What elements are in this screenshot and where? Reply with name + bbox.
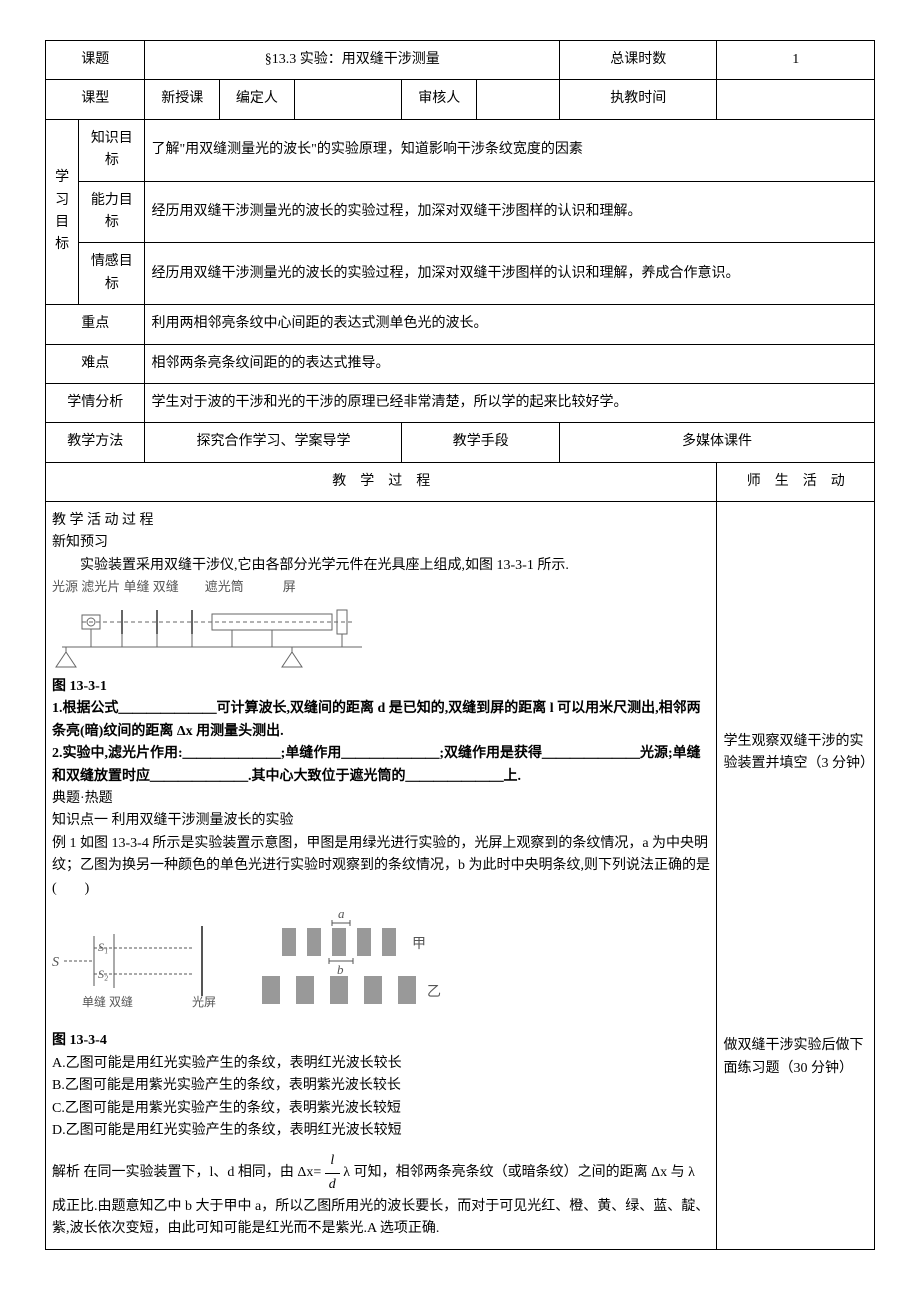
topic-value: §13.3 实验：用双缝干涉测量 — [145, 41, 559, 80]
objectives-group-label: 学习目标 — [46, 119, 79, 304]
emotion-text: 经历用双缝干涉测量光的波长的实验过程，加深对双缝干涉图样的认识和理解，养成合作意… — [145, 243, 875, 305]
fig1-label: 图 13-3-1 — [52, 676, 710, 698]
author-value — [294, 80, 402, 119]
option-a: A.乙图可能是用红光实验产生的条纹，表明红光波长较长 — [52, 1053, 710, 1075]
svg-text:S: S — [52, 955, 59, 970]
svg-text:S₁: S₁ — [98, 940, 108, 954]
method-label: 教学方法 — [46, 423, 145, 462]
time-label: 执教时间 — [559, 80, 717, 119]
option-b: B.乙图可能是用紫光实验产生的条纹，表明紫光波长较长 — [52, 1075, 710, 1097]
example-1: 例 1 如图 13-3-4 所示是实验装置示意图，甲图是用绿光进行实验的，光屏上… — [52, 833, 710, 900]
fraction-numerator: l — [325, 1150, 340, 1173]
process-header-left: 教 学 过 程 — [46, 462, 717, 501]
example-diagram: S S₁ S₂ 单缝 双缝 光屏 a — [52, 906, 452, 1016]
question-2: 2.实验中,滤光片作用:＿＿＿＿＿＿＿;单缝作用＿＿＿＿＿＿＿;双缝作用是获得＿… — [52, 743, 710, 788]
type-value: 新授课 — [145, 80, 220, 119]
svg-text:b: b — [337, 962, 344, 977]
svg-text:乙: 乙 — [427, 984, 441, 1000]
svg-text:单缝 双缝: 单缝 双缝 — [82, 994, 133, 1009]
total-lessons-label: 总课时数 — [559, 41, 717, 80]
svg-text:光屏: 光屏 — [192, 995, 216, 1009]
means-label: 教学手段 — [402, 423, 560, 462]
activity-header: 教 学 活 动 过 程 — [52, 510, 710, 532]
process-content: 教 学 活 动 过 程 新知预习 实验装置采用双缝干涉仪,它由各部分光学元件在光… — [46, 502, 717, 1250]
analysis-label: 学情分析 — [46, 383, 145, 422]
method-text: 探究合作学习、学案导学 — [145, 423, 402, 462]
ability-label: 能力目标 — [79, 181, 145, 243]
right-note-1: 学生观察双缝干涉的实验装置并填空（3 分钟） — [723, 731, 868, 776]
svg-text:a: a — [338, 906, 345, 921]
option-c: C.乙图可能是用紫光实验产生的条纹，表明紫光波长较短 — [52, 1098, 710, 1120]
fraction-ld: l d — [325, 1150, 340, 1196]
topic-label: 课题 — [46, 41, 145, 80]
analysis-text-block: 解析 在同一实验装置下，l、d 相同，由 Δx= l d λ 可知，相邻两条亮条… — [52, 1150, 710, 1241]
type-label: 课型 — [46, 80, 145, 119]
apparatus-diagram — [52, 602, 372, 672]
ability-text: 经历用双缝干涉测量光的波长的实验过程，加深对双缝干涉图样的认识和理解。 — [145, 181, 875, 243]
option-d: D.乙图可能是用红光实验产生的条纹，表明红光波长较短 — [52, 1120, 710, 1142]
teacher-student-activity: 学生观察双缝干涉的实验装置并填空（3 分钟） 做双缝干涉实验后做下面练习题（30… — [717, 502, 875, 1250]
author-label: 编定人 — [220, 80, 295, 119]
knowledge-text: 了解"用双缝测量光的波长"的实验原理，知道影响干涉条纹宽度的因素 — [145, 119, 875, 181]
key-label: 重点 — [46, 305, 145, 344]
reviewer-label: 审核人 — [402, 80, 477, 119]
difficult-text: 相邻两条亮条纹间距的的表达式推导。 — [145, 344, 875, 383]
analysis-text: 学生对于波的干涉和光的干涉的原理已经非常清楚，所以学的起来比较好学。 — [145, 383, 875, 422]
reviewer-value — [477, 80, 560, 119]
emotion-label: 情感目标 — [79, 243, 145, 305]
question-1: 1.根据公式＿＿＿＿＿＿＿可计算波长,双缝间的距离 d 是已知的,双缝到屏的距离… — [52, 698, 710, 743]
preview-header: 新知预习 — [52, 532, 710, 554]
right-note-2: 做双缝干涉实验后做下面练习题（30 分钟） — [723, 1035, 868, 1080]
apparatus-labels: 光源 滤光片 单缝 双缝 遮光筒 屏 — [52, 577, 710, 598]
knowledge-point-1: 知识点一 利用双缝干涉测量波长的实验 — [52, 810, 710, 832]
time-value — [717, 80, 875, 119]
knowledge-label: 知识目标 — [79, 119, 145, 181]
topics-header: 典题·热题 — [52, 788, 710, 810]
analysis-prefix: 解析 在同一实验装置下，l、d 相同，由 Δx= — [52, 1165, 321, 1180]
svg-text:甲: 甲 — [412, 937, 426, 952]
key-text: 利用两相邻亮条纹中心间距的表达式测单色光的波长。 — [145, 305, 875, 344]
fig2-label: 图 13-3-4 — [52, 1030, 710, 1052]
means-text: 多媒体课件 — [559, 423, 874, 462]
lesson-plan-table: 课题 §13.3 实验：用双缝干涉测量 总课时数 1 课型 新授课 编定人 审核… — [45, 40, 875, 1250]
process-header-right: 师 生 活 动 — [717, 462, 875, 501]
difficult-label: 难点 — [46, 344, 145, 383]
preview-p1: 实验装置采用双缝干涉仪,它由各部分光学元件在光具座上组成,如图 13-3-1 所… — [52, 555, 710, 577]
total-lessons-value: 1 — [717, 41, 875, 80]
fraction-denominator: d — [325, 1174, 340, 1196]
